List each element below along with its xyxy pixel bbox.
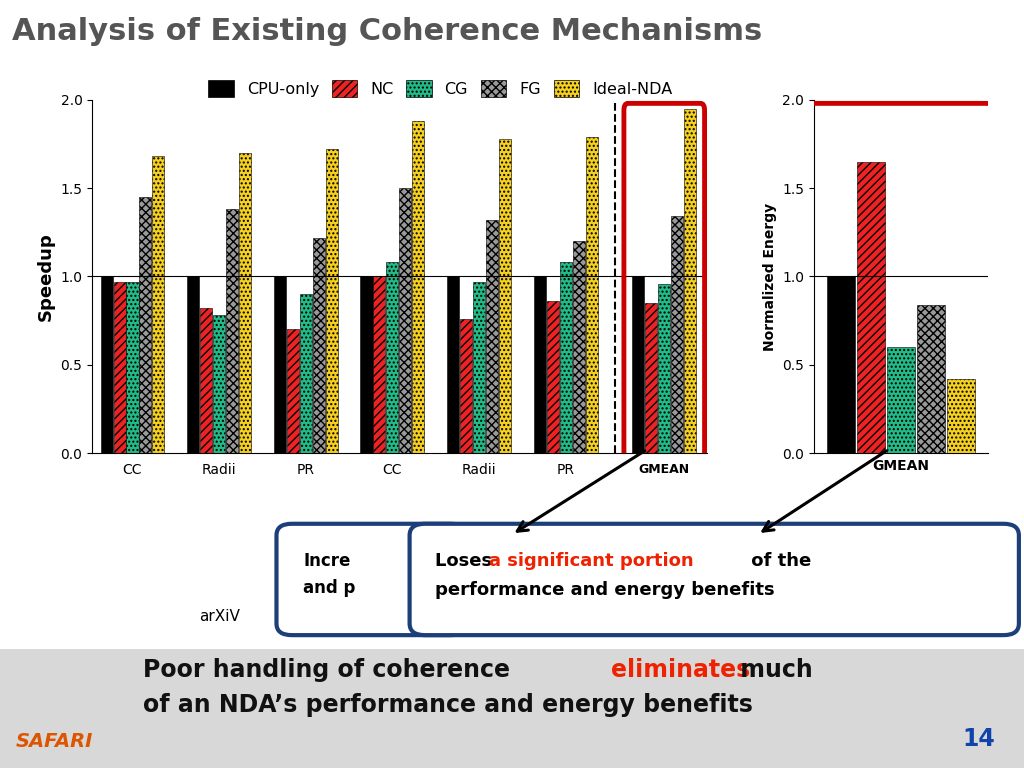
Bar bbox=[287, 329, 299, 453]
Bar bbox=[413, 121, 424, 453]
Bar bbox=[399, 188, 412, 453]
Bar bbox=[486, 220, 498, 453]
Bar bbox=[213, 316, 225, 453]
Bar bbox=[200, 308, 212, 453]
Bar bbox=[374, 276, 385, 453]
Bar bbox=[386, 263, 398, 453]
Text: eliminates: eliminates bbox=[611, 658, 751, 682]
Text: Analysis of Existing Coherence Mechanisms: Analysis of Existing Coherence Mechanism… bbox=[12, 17, 763, 46]
Text: Incre: Incre bbox=[303, 552, 350, 570]
Bar bbox=[473, 282, 485, 453]
Bar bbox=[187, 276, 200, 453]
Text: Loses: Loses bbox=[435, 552, 499, 570]
Text: Poor handling of coherence: Poor handling of coherence bbox=[143, 658, 518, 682]
Legend: CPU-only, NC, CG, FG, Ideal-NDA: CPU-only, NC, CG, FG, Ideal-NDA bbox=[202, 73, 679, 104]
Bar bbox=[360, 276, 373, 453]
Bar bbox=[100, 276, 113, 453]
Bar bbox=[645, 303, 657, 453]
Bar bbox=[633, 276, 644, 453]
Bar bbox=[499, 139, 511, 453]
Bar bbox=[300, 294, 311, 453]
Text: performance and energy benefits: performance and energy benefits bbox=[435, 581, 775, 599]
Bar bbox=[273, 276, 286, 453]
Text: 14: 14 bbox=[963, 727, 995, 751]
Y-axis label: Speedup: Speedup bbox=[37, 232, 55, 321]
Text: and p: and p bbox=[303, 579, 355, 597]
Bar bbox=[887, 347, 915, 453]
Bar bbox=[139, 197, 152, 453]
Bar bbox=[114, 282, 126, 453]
Text: of an NDA’s performance and energy benefits: of an NDA’s performance and energy benef… bbox=[143, 693, 754, 717]
Bar bbox=[826, 276, 855, 453]
Bar bbox=[560, 263, 571, 453]
Bar bbox=[572, 241, 585, 453]
Text: much: much bbox=[732, 658, 813, 682]
Text: of the: of the bbox=[745, 552, 812, 570]
Text: Soc: Soc bbox=[465, 608, 493, 624]
Bar bbox=[658, 283, 671, 453]
Bar bbox=[153, 157, 165, 453]
Bar bbox=[684, 109, 696, 453]
Bar bbox=[918, 305, 945, 453]
Bar bbox=[226, 210, 239, 453]
Bar bbox=[312, 237, 325, 453]
Text: SAFARI: SAFARI bbox=[15, 732, 93, 751]
Bar bbox=[127, 282, 138, 453]
Bar bbox=[326, 149, 338, 453]
Text: a significant portion: a significant portion bbox=[489, 552, 694, 570]
Bar bbox=[460, 319, 472, 453]
Y-axis label: Normalized Energy: Normalized Energy bbox=[763, 203, 777, 350]
Bar bbox=[857, 162, 885, 453]
Bar bbox=[586, 137, 598, 453]
Bar bbox=[534, 276, 546, 453]
Bar bbox=[447, 276, 459, 453]
Bar bbox=[671, 217, 683, 453]
X-axis label: GMEAN: GMEAN bbox=[872, 458, 930, 472]
Bar bbox=[239, 153, 251, 453]
Text: arXiV: arXiV bbox=[199, 608, 240, 624]
Bar bbox=[547, 301, 559, 453]
Bar bbox=[947, 379, 976, 453]
